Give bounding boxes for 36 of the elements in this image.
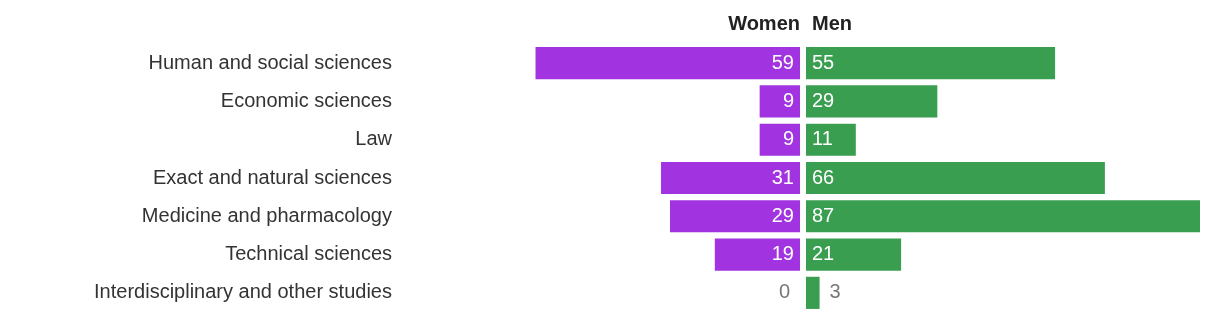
data-label: 29 <box>771 203 794 226</box>
chart-title: Women <box>728 11 800 34</box>
bar <box>670 200 800 233</box>
bar <box>759 85 800 118</box>
bar <box>806 238 902 271</box>
bar <box>806 200 1200 233</box>
bar <box>535 47 800 80</box>
bar <box>661 161 800 195</box>
chart-title: Men <box>812 11 852 34</box>
data-label: 59 <box>771 50 794 73</box>
bar <box>759 123 800 156</box>
bar <box>714 238 800 271</box>
data-label: 9 <box>782 88 794 111</box>
y-tick-label: Law <box>355 127 393 150</box>
data-label: 3 <box>829 280 841 303</box>
y-tick-label: Economic sciences <box>220 88 392 111</box>
data-label: 66 <box>812 165 835 188</box>
y-tick-label: Human and social sciences <box>148 50 392 73</box>
y-tick-label: Technical sciences <box>225 242 392 265</box>
y-tick-label: Medicine and pharmacology <box>141 203 392 226</box>
y-tick-label: Interdisciplinary and other studies <box>94 280 392 303</box>
data-label: 87 <box>812 203 835 226</box>
data-label: 9 <box>782 127 794 150</box>
data-label: 11 <box>812 127 833 150</box>
y-tick-label: Exact and natural sciences <box>152 165 392 188</box>
data-label: 0 <box>778 280 790 303</box>
data-label: 21 <box>812 242 835 265</box>
data-label: 31 <box>771 165 794 188</box>
bar <box>806 85 938 118</box>
bar <box>806 276 820 309</box>
bar <box>806 123 856 156</box>
data-label: 55 <box>812 50 835 73</box>
data-label: 29 <box>812 88 835 111</box>
bar <box>806 161 1105 195</box>
data-label: 19 <box>771 242 794 265</box>
bar <box>806 47 1056 80</box>
